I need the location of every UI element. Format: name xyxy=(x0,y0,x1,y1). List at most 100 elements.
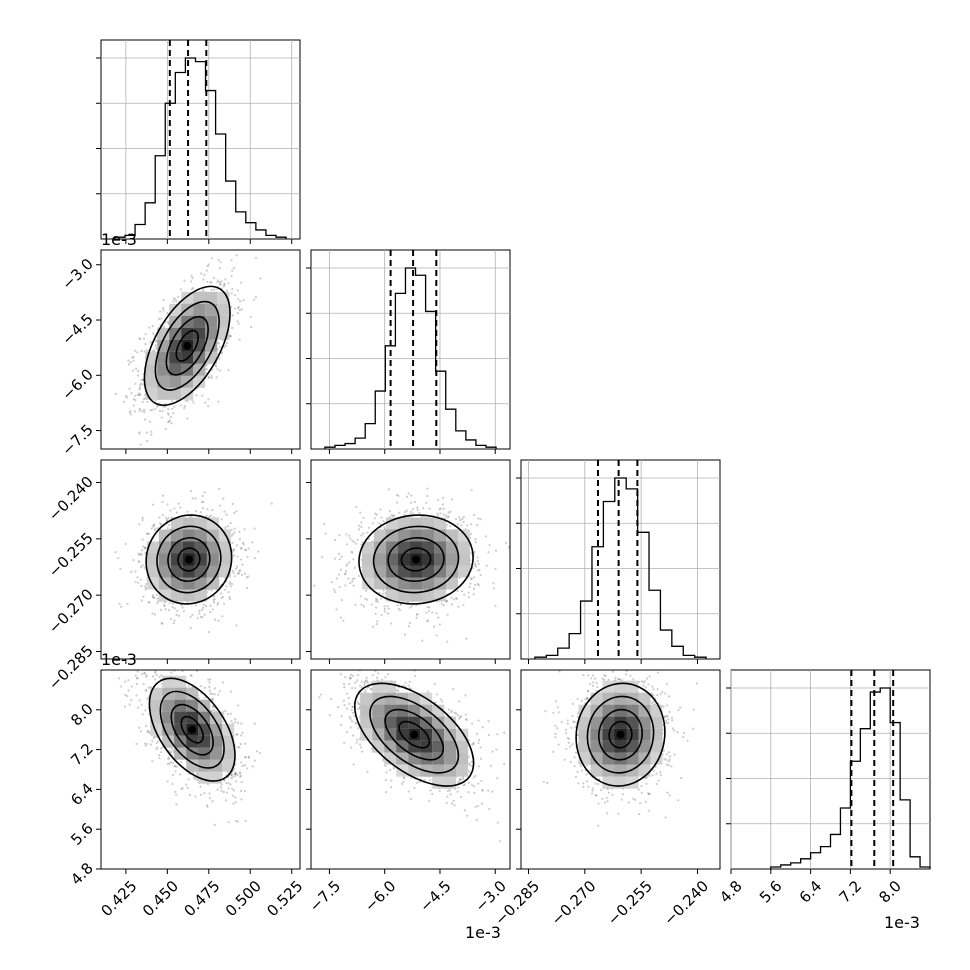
scatter-point xyxy=(158,516,161,519)
scatter-point xyxy=(194,604,197,607)
scatter-point xyxy=(240,308,243,311)
panel-frame xyxy=(520,459,721,660)
scatter-point xyxy=(139,578,142,581)
scatter-point xyxy=(190,274,193,277)
scatter-point xyxy=(151,325,154,328)
scatter-point xyxy=(154,399,157,402)
density-cell xyxy=(374,541,387,554)
scatter-point xyxy=(484,535,487,538)
hist-panel-3 xyxy=(726,669,931,874)
scatter-point xyxy=(201,500,204,504)
scatter-point xyxy=(136,576,139,579)
scatter-point xyxy=(468,585,471,589)
contour-line xyxy=(145,514,233,605)
scatter-point xyxy=(474,562,477,565)
scatter-point xyxy=(140,672,144,675)
scatter-point xyxy=(139,337,142,340)
scatter-point xyxy=(359,511,362,514)
scatter-point xyxy=(130,413,133,416)
scatter-point xyxy=(167,322,170,325)
scatter-point xyxy=(219,345,222,348)
density-cell xyxy=(158,565,171,578)
scatter-point xyxy=(237,322,240,325)
scatter-point xyxy=(205,804,209,807)
scatter-point xyxy=(230,528,233,531)
scatter-point xyxy=(351,577,354,581)
scatter-point xyxy=(229,521,232,525)
scatter-point xyxy=(164,516,168,519)
scatter-point xyxy=(134,580,137,584)
scatter-point xyxy=(151,760,154,763)
scatter-point xyxy=(473,576,476,579)
density-cell xyxy=(182,529,195,542)
scatter-point xyxy=(161,500,164,504)
scatter-point xyxy=(428,507,431,510)
scatter-point xyxy=(151,408,154,411)
scatter-point xyxy=(208,515,211,518)
scatter-point xyxy=(211,508,214,511)
scatter-point xyxy=(249,315,252,318)
scatter-point xyxy=(492,587,496,590)
scatter-point xyxy=(240,547,243,550)
scatter-point xyxy=(428,606,431,609)
scatter-point xyxy=(467,596,470,599)
density-cell xyxy=(193,291,206,304)
scatter-point xyxy=(447,515,450,518)
scatter-point xyxy=(209,604,212,607)
scatter-point xyxy=(151,612,154,615)
scatter-point xyxy=(242,299,245,302)
scatter-point xyxy=(455,596,458,600)
scatter-point xyxy=(210,374,213,377)
scatter-point xyxy=(347,577,350,580)
scatter-point xyxy=(160,747,163,750)
density-cell xyxy=(193,339,206,352)
scatter-point xyxy=(161,513,164,517)
scatter-point xyxy=(474,583,477,587)
scatter-point xyxy=(247,575,250,578)
scatter-point xyxy=(128,411,131,414)
density-cell xyxy=(422,589,435,602)
scatter-point xyxy=(148,420,152,423)
scatter-point xyxy=(449,510,452,513)
density-cell xyxy=(169,303,182,316)
scatter-point xyxy=(477,569,480,572)
density-cell xyxy=(422,553,435,566)
scatter-point xyxy=(410,494,413,497)
scatter-point xyxy=(239,281,243,284)
scatter-point xyxy=(201,608,204,612)
scatter-point xyxy=(207,375,210,379)
scatter-point xyxy=(166,762,169,765)
scatter-point xyxy=(213,598,216,601)
scatter-point xyxy=(201,616,204,619)
scatter-point xyxy=(427,619,430,622)
scatter-point xyxy=(186,417,189,420)
scatter-point xyxy=(231,773,234,777)
scatter-point xyxy=(155,405,159,408)
scatter-point xyxy=(323,522,326,525)
scatter-point xyxy=(212,276,215,280)
scatter-point xyxy=(141,383,145,386)
scatter-point xyxy=(446,613,449,616)
scatter-point xyxy=(191,276,194,280)
scatter-point xyxy=(217,258,220,262)
scatter-point xyxy=(186,399,190,402)
scatter-point xyxy=(138,386,141,389)
scatter-point xyxy=(146,730,149,733)
scatter-point xyxy=(442,604,445,607)
scatter-point xyxy=(236,312,240,315)
scatter-point xyxy=(234,771,237,774)
scatter-point xyxy=(194,497,197,500)
scatter-point xyxy=(151,594,155,597)
contour-line xyxy=(400,547,432,572)
scatter-point xyxy=(338,573,341,576)
scatter-point xyxy=(470,551,473,555)
scatter-point xyxy=(246,555,249,559)
scatter-point xyxy=(355,505,358,509)
scatter-point xyxy=(383,607,387,611)
scatter-point xyxy=(173,405,176,408)
density-cell xyxy=(446,553,459,566)
scatter-point xyxy=(374,612,377,616)
scatter-point xyxy=(196,670,199,673)
scatter-point xyxy=(203,491,206,494)
scatter-point xyxy=(210,257,214,260)
